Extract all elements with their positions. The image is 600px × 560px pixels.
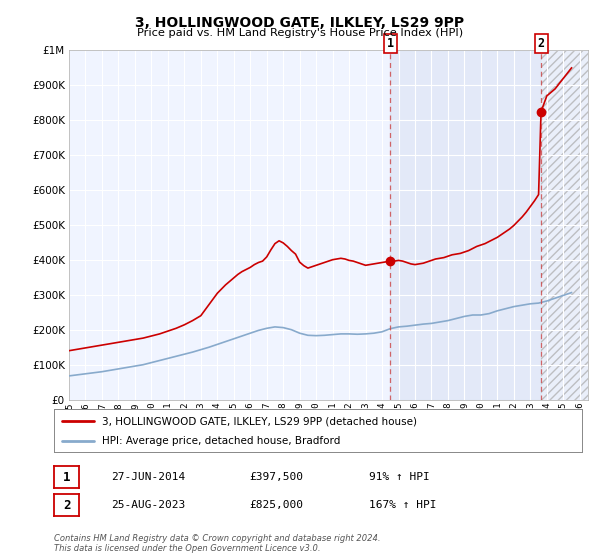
Text: This data is licensed under the Open Government Licence v3.0.: This data is licensed under the Open Gov… xyxy=(54,544,320,553)
Text: 3, HOLLINGWOOD GATE, ILKLEY, LS29 9PP: 3, HOLLINGWOOD GATE, ILKLEY, LS29 9PP xyxy=(136,16,464,30)
Text: £397,500: £397,500 xyxy=(249,472,303,482)
Text: HPI: Average price, detached house, Bradford: HPI: Average price, detached house, Brad… xyxy=(101,436,340,446)
Text: 1: 1 xyxy=(63,470,70,484)
Text: 91% ↑ HPI: 91% ↑ HPI xyxy=(369,472,430,482)
Text: £825,000: £825,000 xyxy=(249,500,303,510)
Text: 2: 2 xyxy=(63,498,70,512)
Text: 1: 1 xyxy=(387,38,394,50)
Bar xyxy=(390,50,541,400)
Text: 167% ↑ HPI: 167% ↑ HPI xyxy=(369,500,437,510)
Text: Price paid vs. HM Land Registry's House Price Index (HPI): Price paid vs. HM Land Registry's House … xyxy=(137,28,463,38)
Text: 2: 2 xyxy=(538,38,545,50)
Bar xyxy=(541,50,588,400)
Text: Contains HM Land Registry data © Crown copyright and database right 2024.: Contains HM Land Registry data © Crown c… xyxy=(54,534,380,543)
Text: 27-JUN-2014: 27-JUN-2014 xyxy=(111,472,185,482)
Text: 25-AUG-2023: 25-AUG-2023 xyxy=(111,500,185,510)
Text: 3, HOLLINGWOOD GATE, ILKLEY, LS29 9PP (detached house): 3, HOLLINGWOOD GATE, ILKLEY, LS29 9PP (d… xyxy=(101,416,416,426)
